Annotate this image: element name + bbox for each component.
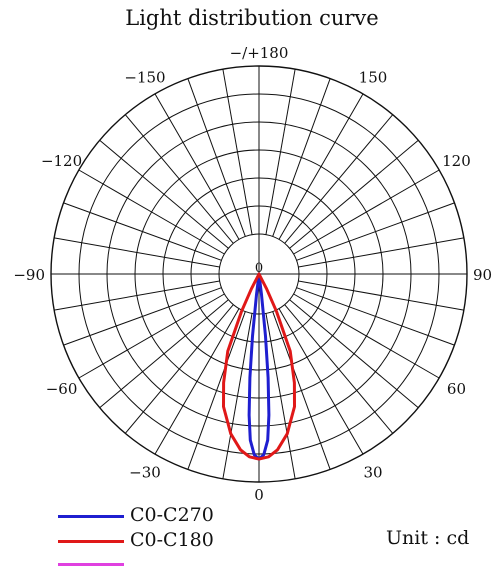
- grid-spoke: [187, 311, 246, 470]
- grid-spoke: [296, 202, 455, 261]
- angle-labels: −/+180 −150 150 −120 120 −90 90 −60 60 −30 30 0 0: [13, 44, 492, 504]
- grid-spoke: [154, 308, 240, 455]
- legend-entry-c0-c270: C0-C270: [58, 504, 298, 526]
- angle-label: −90: [13, 266, 45, 284]
- legend-label: C0-C180: [130, 529, 214, 551]
- grid-spoke: [124, 304, 234, 434]
- grid-spoke: [78, 293, 225, 379]
- legend-entry-c0-c180: C0-C180: [58, 529, 298, 551]
- grid-spoke: [289, 139, 419, 249]
- grid-spoke: [265, 69, 296, 235]
- grid-spoke: [54, 280, 220, 311]
- angle-label: −60: [46, 380, 78, 398]
- grid-spoke: [278, 308, 364, 455]
- grid-spoke: [272, 311, 331, 470]
- legend-swatch-red: [58, 540, 124, 543]
- grid-spoke: [298, 237, 464, 268]
- grid-spoke: [265, 313, 296, 479]
- grid-spoke: [284, 114, 394, 244]
- grid-spoke: [222, 69, 253, 235]
- angle-label: −30: [129, 463, 161, 481]
- series-layer: [222, 272, 296, 461]
- grid-spoke: [78, 169, 225, 255]
- angle-label: −120: [41, 152, 82, 170]
- grid-spoke: [296, 287, 455, 346]
- grid-spoke: [63, 287, 222, 346]
- grid-spoke: [293, 293, 440, 379]
- legend-swatch-magenta: [58, 563, 124, 566]
- series-c0-c180: [222, 272, 296, 461]
- grid-spoke: [284, 304, 394, 434]
- angle-label: −150: [124, 69, 165, 87]
- legend-entry-magenta: [58, 554, 298, 574]
- angle-label: 30: [363, 463, 382, 481]
- grid-spoke: [124, 114, 234, 244]
- angle-label: 150: [359, 69, 388, 87]
- grid-spoke: [187, 78, 246, 237]
- grid-spoke: [54, 237, 220, 268]
- angle-label: 60: [447, 380, 466, 398]
- legend-label: C0-C270: [130, 504, 214, 526]
- grid-spoke: [99, 139, 229, 249]
- grid-spoke: [298, 280, 464, 311]
- unit-label: Unit : cd: [386, 527, 470, 549]
- legend-swatch-blue: [58, 515, 124, 518]
- grid-spoke: [272, 78, 331, 237]
- grid-spoke: [63, 202, 222, 261]
- grid-spoke: [99, 299, 229, 409]
- grid-spoke: [293, 169, 440, 255]
- angle-label: 0: [254, 486, 264, 504]
- grid-spoke: [278, 93, 364, 240]
- grid-spoke: [222, 313, 253, 479]
- grid-spoke: [289, 299, 419, 409]
- angle-label: 90: [473, 266, 492, 284]
- angle-label: 120: [442, 152, 471, 170]
- center-label: 0: [255, 261, 263, 276]
- chart-title: Light distribution curve: [125, 6, 379, 30]
- angle-label: −/+180: [230, 44, 289, 62]
- grid-spoke: [154, 93, 240, 240]
